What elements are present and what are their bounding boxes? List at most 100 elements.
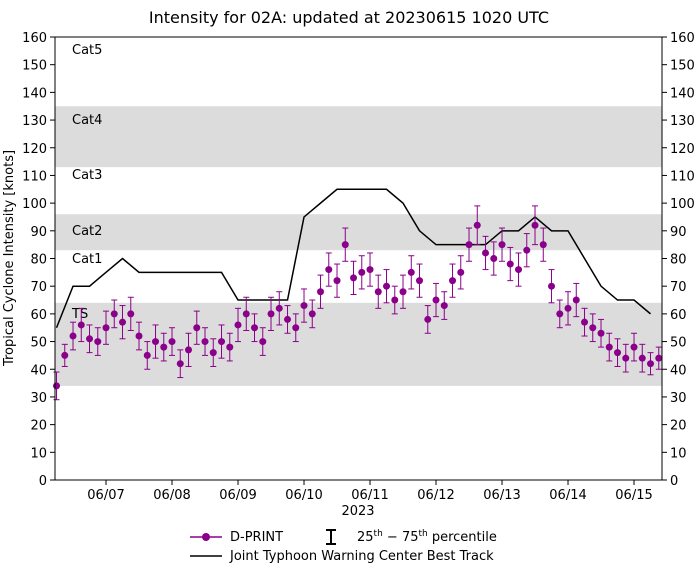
dprint-point <box>77 321 85 329</box>
category-band <box>55 106 662 168</box>
x-tick-label: 06/15 <box>615 488 652 503</box>
dprint-point <box>622 354 630 362</box>
dprint-point <box>284 315 292 323</box>
x-tick-label: 06/10 <box>285 488 322 503</box>
dprint-point <box>614 349 622 357</box>
dprint-point <box>53 382 61 390</box>
category-label: Cat5 <box>72 43 102 58</box>
dprint-point <box>605 343 613 351</box>
dprint-point <box>424 315 432 323</box>
dprint-point <box>506 260 514 268</box>
dprint-point <box>341 241 349 249</box>
y-tick-label: 160 <box>22 31 47 46</box>
y2-tick-label: 0 <box>670 474 678 489</box>
dprint-point <box>374 288 382 296</box>
dprint-point <box>449 277 457 285</box>
y-tick-label: 50 <box>30 336 47 351</box>
x-axis-label: 2023 <box>341 504 374 519</box>
category-band <box>55 302 662 386</box>
legend-label: D-PRINT <box>230 530 283 545</box>
y-tick-label: 70 <box>30 280 47 295</box>
y-tick-label: 130 <box>22 114 47 129</box>
dprint-point <box>432 296 440 304</box>
dprint-point <box>201 338 209 346</box>
dprint-point <box>218 338 226 346</box>
dprint-point <box>127 310 135 318</box>
dprint-point <box>548 282 556 290</box>
y-tick-label: 10 <box>30 446 47 461</box>
y2-tick-label: 80 <box>670 253 687 268</box>
dprint-point <box>61 351 69 359</box>
y-tick-label: 120 <box>22 142 47 157</box>
x-tick-label: 06/11 <box>351 488 388 503</box>
dprint-point <box>333 277 341 285</box>
y2-tick-label: 100 <box>670 197 695 212</box>
legend-text: − 75 <box>383 530 419 545</box>
y2-tick-label: 120 <box>670 142 695 157</box>
dprint-point <box>572 296 580 304</box>
dprint-point <box>251 324 259 332</box>
legend-box <box>180 520 520 566</box>
dprint-point <box>275 304 283 312</box>
y-tick-label: 90 <box>30 225 47 240</box>
legend-marker <box>202 533 210 541</box>
dprint-point <box>581 318 589 326</box>
dprint-point <box>242 310 250 318</box>
legend-text: 25 <box>357 530 374 545</box>
plot-frame <box>54 36 663 481</box>
y2-tick-label: 10 <box>670 446 687 461</box>
dprint-point <box>539 241 547 249</box>
dprint-point <box>94 338 102 346</box>
dprint-point <box>416 277 424 285</box>
dprint-point <box>259 338 267 346</box>
dprint-point <box>234 321 242 329</box>
dprint-point <box>300 302 308 310</box>
y2-tick-label: 160 <box>670 31 695 46</box>
legend-errorbar <box>326 529 336 545</box>
dprint-point <box>597 329 605 337</box>
dprint-point <box>86 335 94 343</box>
dprint-point <box>589 324 597 332</box>
dprint-point <box>193 324 201 332</box>
x-tick-label: 06/09 <box>219 488 256 503</box>
dprint-point <box>638 354 646 362</box>
dprint-point <box>350 274 358 282</box>
dprint-point <box>366 266 374 274</box>
y2-tick-label: 40 <box>670 363 687 378</box>
legend-label: 25th − 75th percentile <box>357 529 497 545</box>
y2-tick-label: 50 <box>670 336 687 351</box>
dprint-point <box>160 343 168 351</box>
x-tick-label: 06/12 <box>417 488 454 503</box>
dprint-point <box>498 241 506 249</box>
dprint-point <box>440 302 448 310</box>
dprint-point <box>119 318 127 326</box>
dprint-point <box>630 343 638 351</box>
dprint-point <box>358 268 366 276</box>
dprint-point <box>647 360 655 368</box>
dprint-point <box>325 266 333 274</box>
y-tick-label: 110 <box>22 169 47 184</box>
dprint-point <box>185 346 193 354</box>
dprint-point <box>292 324 300 332</box>
dprint-point <box>407 268 415 276</box>
legend-text: th <box>374 529 383 539</box>
dprint-point <box>168 338 176 346</box>
y-axis-label: Tropical Cyclone Intensity [knots] <box>2 150 17 367</box>
y-tick-label: 20 <box>30 419 47 434</box>
category-label: TS <box>71 307 88 322</box>
chart-title: Intensity for 02A: updated at 20230615 1… <box>149 8 549 27</box>
dprint-point <box>391 296 399 304</box>
y2-tick-label: 140 <box>670 86 695 101</box>
legend-text: th <box>418 529 427 539</box>
y-tick-label: 150 <box>22 59 47 74</box>
dprint-point <box>490 255 498 262</box>
dprint-point <box>143 351 151 359</box>
y2-tick-label: 130 <box>670 114 695 129</box>
dprint-point <box>457 268 465 276</box>
y2-tick-label: 20 <box>670 419 687 434</box>
dprint-point <box>531 221 539 229</box>
category-label: Cat4 <box>72 113 102 128</box>
x-tick-label: 06/14 <box>549 488 586 503</box>
